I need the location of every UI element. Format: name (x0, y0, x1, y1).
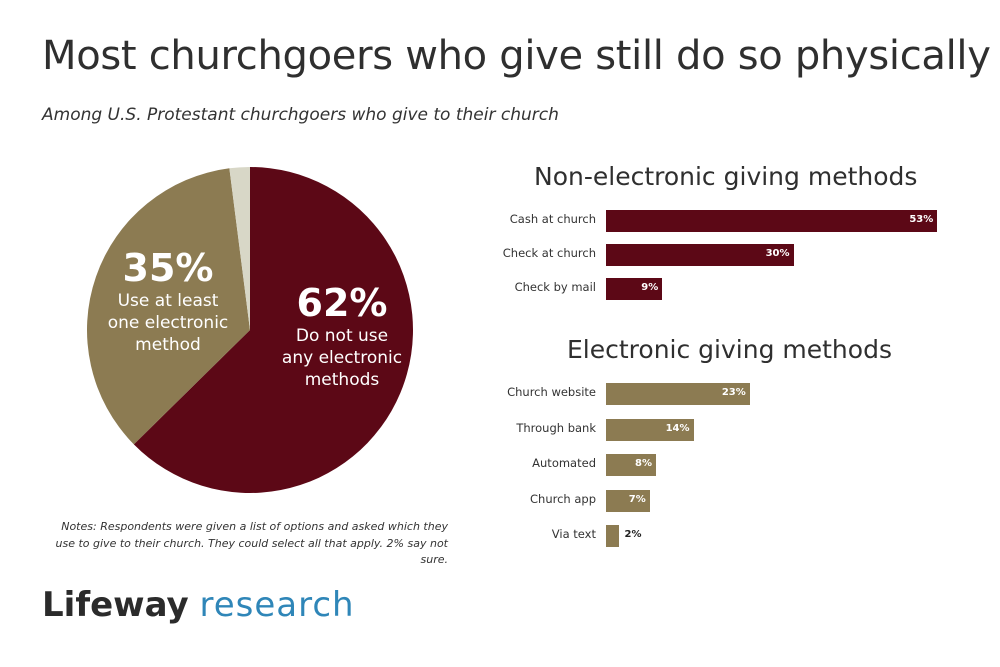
bar (606, 244, 794, 266)
bar (606, 418, 694, 441)
pie-pct-electronic: 35% (122, 246, 214, 290)
bar-value-label: 14% (665, 422, 690, 434)
nonelectronic-title: Non-electronic giving methods (534, 162, 918, 191)
bar (606, 278, 663, 300)
bar-category-label: Via text (551, 527, 596, 541)
electronic-title: Electronic giving methods (567, 335, 892, 364)
chart-notes: Notes: Respondents were given a list of … (55, 520, 448, 566)
bar-category-label: Check at church (502, 246, 596, 260)
bar (606, 210, 938, 232)
bar-row: Cash at church 53% (480, 210, 980, 232)
bar-row: Church website 23% (480, 383, 980, 405)
pie-desc-none: Do not use any electronic methods (281, 325, 403, 390)
bar (606, 454, 656, 476)
bar-value-label: 8% (635, 458, 652, 469)
bar-row: Church app 7% (480, 489, 980, 512)
pie-desc-electronic: Use at least one electronic method (107, 290, 229, 355)
pie-pct-none: 62% (296, 281, 388, 325)
bar (606, 383, 750, 405)
bar-row: Through bank 14% (480, 418, 980, 441)
bar (606, 525, 619, 547)
pie-label-electronic: 35% Use at least one electronic method (88, 246, 248, 356)
bar (606, 489, 650, 512)
pie-label-none: 62% Do not use any electronic methods (262, 281, 422, 391)
bar-value-label: 30% (765, 248, 790, 259)
lifeway-research-logo: Lifeway research (42, 585, 355, 625)
bar-value-label: 7% (628, 493, 646, 505)
bar-category-label: Check by mail (514, 280, 596, 294)
logo-sub: research (199, 585, 355, 625)
pie-chart (87, 167, 413, 493)
bar-category-label: Automated (532, 456, 596, 470)
bar-row: Check at church 30% (480, 244, 980, 266)
pie-slice-no-electronic (133, 167, 413, 493)
bar-row: Automated 8% (480, 454, 980, 476)
bar-category-label: Cash at church (509, 212, 596, 226)
chart-subtitle: Among U.S. Protestant churchgoers who gi… (42, 105, 559, 125)
bar-value-label: 53% (909, 214, 934, 225)
nonelectronic-bar-chart: Cash at church 53% Check at church 30% Check… (480, 210, 980, 310)
pie-slice-electronic (87, 168, 250, 445)
bar-category-label: Church app (530, 491, 596, 506)
electronic-bar-chart: Church website 23% Through bank 14% Automate… (480, 383, 980, 558)
bar-value-label: 2% (624, 529, 642, 540)
logo-brand: Lifeway (42, 585, 189, 625)
bar-row: Via text 2% (480, 525, 980, 547)
bar-category-label: Through bank (516, 420, 596, 435)
pie-slice-not-sure (229, 167, 250, 330)
bar-row: Check by mail 9% (480, 278, 980, 300)
bar-value-label: 9% (641, 282, 659, 293)
bar-value-label: 23% (721, 387, 746, 398)
bar-category-label: Church website (507, 385, 596, 399)
chart-title: Most churchgoers who give still do so ph… (42, 33, 991, 79)
